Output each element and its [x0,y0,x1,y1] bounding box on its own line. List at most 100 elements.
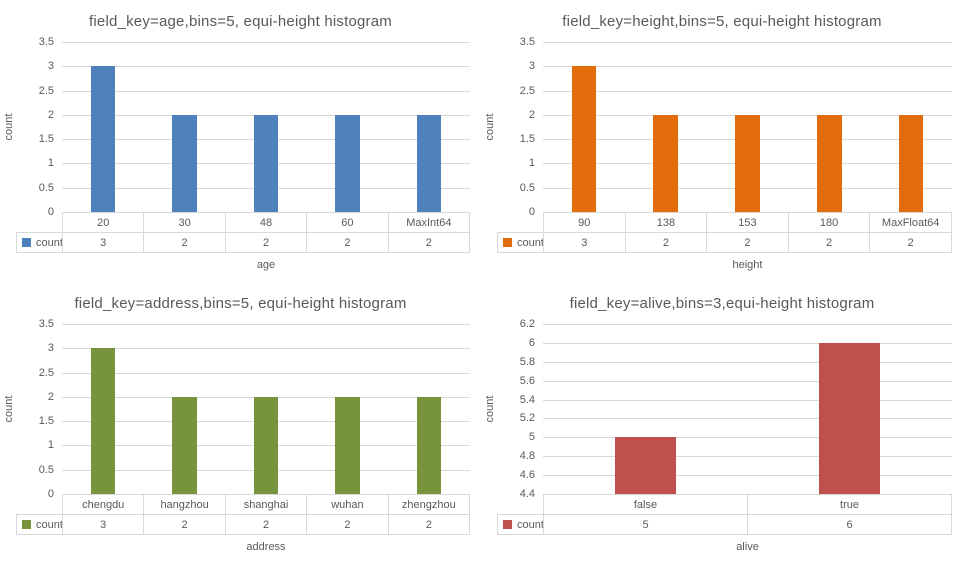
table-column: 20 3 [63,213,145,253]
value-cell: 2 [625,233,707,253]
gridline [543,90,952,92]
bar-20 [90,66,116,212]
y-tick-label: 3.5 [519,36,535,48]
category-cell: 90 [544,213,625,233]
category-cell: false [544,495,747,515]
plot-area [543,324,952,494]
y-tick-label: 1 [47,157,54,170]
y-tick-label: 1 [47,439,54,452]
value-cell: 2 [388,515,470,535]
y-tick-label: 1 [528,157,535,170]
table-column: 48 2 [225,213,308,253]
y-tick-label: 1.5 [38,133,54,146]
bar-wuhan [335,396,360,494]
value-cell: 2 [144,233,225,253]
table-column: zhengzhou 2 [388,495,471,535]
table-column: false 5 [544,495,748,535]
y-tick-label: 3 [528,60,535,73]
legend-label: count [36,518,63,531]
y-tick-label: 0 [47,206,54,218]
y-tick-label: 2 [528,108,535,121]
value-cell: 3 [63,515,144,535]
y-axis-title: count [3,113,15,141]
legend: count [16,514,63,535]
chart-title: field_key=age,bins=5, equi-height histog… [89,13,392,30]
gridline [543,399,952,401]
legend: count [497,232,544,253]
gridline [543,361,952,363]
y-tick-label: 6 [528,336,535,349]
bar-153 [735,114,760,212]
value-cell: 6 [748,515,951,535]
table-column: 138 2 [625,213,708,253]
value-cell: 2 [144,515,225,535]
legend-swatch-icon [22,238,31,247]
table-columns: false 5 true 6 [543,494,952,535]
bar-90 [571,66,597,212]
gridline [62,324,470,325]
category-cell: zhengzhou [388,495,470,515]
y-axis-title: count [3,395,15,423]
legend: count [16,232,63,253]
y-tick-label: 5.4 [519,393,535,406]
chart-title: field_key=address,bins=5, equi-height hi… [74,295,407,312]
gridline [543,324,952,325]
legend-swatch-icon [503,520,512,529]
table-column: 60 2 [307,213,389,253]
y-axis: 3.5 3 2.5 2 1.5 1 0.5 0 [18,318,62,500]
table-column: wuhan 2 [307,495,389,535]
category-cell: shanghai [225,495,307,515]
table-column: shanghai 2 [225,495,308,535]
table-column: 30 2 [144,213,226,253]
category-cell: MaxFloat64 [870,213,951,233]
x-axis-title: age [256,259,276,271]
y-tick-label: 3.5 [38,318,54,330]
gridline [62,348,470,350]
gridline [62,90,470,92]
value-cell: 2 [225,233,307,253]
y-tick-label: 3 [47,60,54,73]
gridline [543,418,952,420]
y-axis: 6.2 6 5.8 5.6 5.4 5.2 5 4.8 4.6 4.4 [499,318,543,500]
table-column: MaxFloat64 2 [870,213,952,253]
gridline [543,437,952,439]
legend-label: count [517,236,544,249]
bar-138 [653,114,678,212]
category-cell: chengdu [63,495,144,515]
gridline [543,66,952,68]
data-table: count 90 3 138 2 153 2 180 2 MaxFloat64 2 [481,212,963,253]
value-cell: 3 [544,233,625,253]
value-cell: 2 [788,233,870,253]
y-tick-label: 1.5 [519,133,535,146]
legend-label: count [517,518,544,531]
y-tick-label: 0 [47,488,54,500]
table-column: true 6 [748,495,952,535]
y-tick-label: 2.5 [38,84,54,97]
category-cell: 48 [225,213,307,233]
y-tick-label: 3 [47,342,54,355]
bar-true [819,342,881,494]
bar-180 [817,114,842,212]
category-cell: 138 [625,213,707,233]
y-tick-label: 6.2 [519,318,535,330]
bar-30 [172,114,197,212]
table-column: hangzhou 2 [144,495,226,535]
value-cell: 2 [307,515,388,535]
gridline [543,342,952,344]
category-cell: MaxInt64 [388,213,470,233]
y-axis-title: count [484,113,496,141]
bar-48 [253,114,279,212]
value-cell: 5 [544,515,747,535]
y-tick-label: 2.5 [519,84,535,97]
plot-area [62,324,470,494]
category-cell: 60 [307,213,388,233]
table-columns: 20 3 30 2 48 2 60 2 MaxInt64 2 [62,212,471,253]
bar-MaxInt64 [416,114,442,212]
bar-chengdu [90,348,116,494]
category-cell: hangzhou [144,495,225,515]
category-cell: 20 [63,213,144,233]
y-tick-label: 2 [47,390,54,403]
table-column: 180 2 [788,213,871,253]
y-tick-label: 5.2 [519,412,535,425]
legend: count [497,514,544,535]
